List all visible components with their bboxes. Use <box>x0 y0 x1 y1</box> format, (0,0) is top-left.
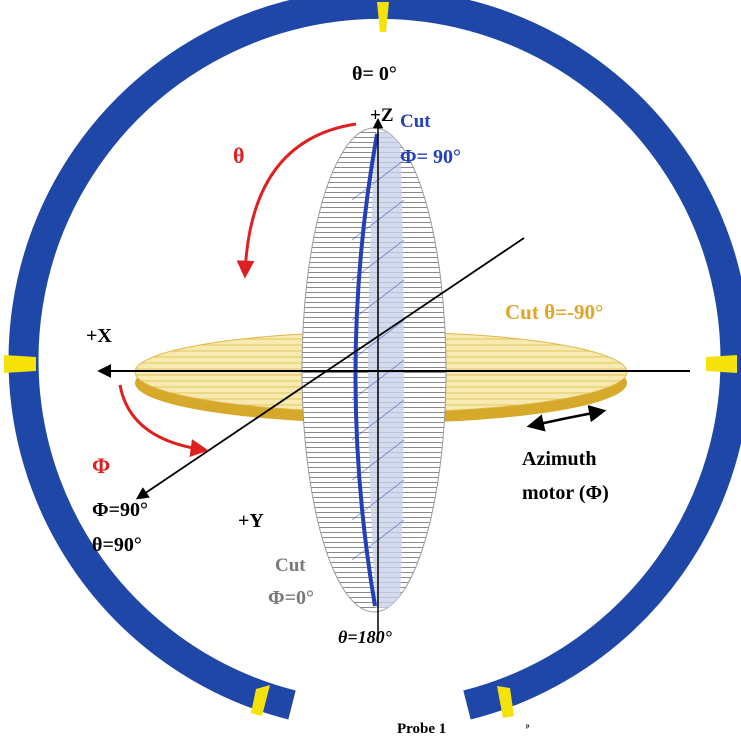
probe-marker-bottom-left <box>251 685 270 716</box>
theta-symbol-label: θ <box>233 143 244 168</box>
motor-phi-label: motor (Φ) <box>522 482 609 504</box>
phi-symbol-label: Φ <box>92 453 110 478</box>
phi-90-bottom-label: Φ=90° <box>92 499 148 521</box>
plus-y-label: +Y <box>238 510 264 532</box>
phi-90-top-label: Φ= 90° <box>400 146 461 168</box>
probe-marker-top <box>377 2 389 32</box>
probe-marker-right <box>706 355 737 373</box>
probe-marker-left <box>4 355 36 373</box>
plus-z-label: +Z <box>370 105 394 126</box>
cut-theta-90-label: Cut θ=-90° <box>505 300 603 324</box>
theta-90-bottom-label: θ=90° <box>92 534 142 556</box>
phi-rotation-arrow <box>118 384 209 458</box>
probe-label: Probe 1 <box>397 721 446 737</box>
phi-0-label: Φ=0° <box>268 587 314 609</box>
cut-bottom-label: Cut <box>275 555 306 576</box>
theta-zero-label: θ= 0° <box>352 63 397 85</box>
theta-180-label: θ=180° <box>338 627 393 647</box>
probe-marker-bottom-right <box>497 686 514 718</box>
plus-x-label: +X <box>86 325 112 347</box>
azimuth-label: Azimuth <box>522 448 596 470</box>
azimuth-double-arrow <box>526 405 607 432</box>
theta-rotation-arrow <box>236 122 357 279</box>
small-tick-mark: ᵖ <box>526 722 530 733</box>
cut-top-label: Cut <box>400 111 431 132</box>
